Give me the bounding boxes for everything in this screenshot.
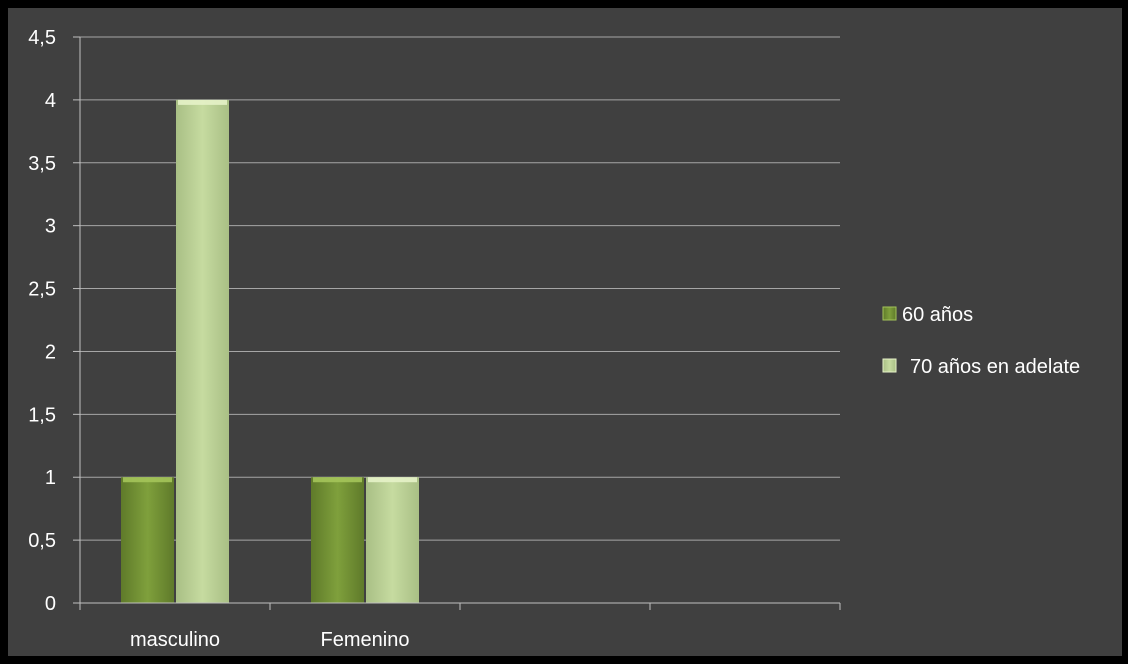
y-tick-label: 2 xyxy=(45,341,56,363)
bars xyxy=(121,99,419,603)
legend-swatch xyxy=(882,306,897,321)
y-tick-label: 3 xyxy=(45,216,56,238)
y-tick-label: 0 xyxy=(45,593,56,615)
bar xyxy=(311,477,364,603)
legend-label: 60 años xyxy=(902,304,973,326)
labels: 0 0,5 1 1,5 2 2,5 3 3,5 4 4,5 masculino Femenino xyxy=(28,27,409,651)
bar-highlight xyxy=(313,477,362,483)
plot-area xyxy=(8,8,1122,656)
legend-label: 70 años en adelate xyxy=(910,356,1080,378)
bar-highlight xyxy=(368,477,417,483)
x-category-label: Femenino xyxy=(321,629,410,651)
bar xyxy=(366,477,419,603)
bar-highlight xyxy=(123,477,172,483)
legend-swatch xyxy=(882,358,897,373)
y-tick-label: 0,5 xyxy=(28,530,56,552)
y-tick-label: 4,5 xyxy=(28,27,56,49)
bar-highlight xyxy=(178,99,227,105)
y-tick-label: 1,5 xyxy=(28,404,56,426)
bar xyxy=(176,99,229,603)
y-tick-label: 1 xyxy=(45,467,56,489)
axes xyxy=(73,36,841,610)
y-tick-label: 4 xyxy=(45,90,56,112)
x-category-label: masculino xyxy=(130,629,220,651)
y-tick-label: 2,5 xyxy=(28,279,56,301)
legend: 60 años 70 años en adelate xyxy=(882,304,1080,378)
y-tick-label: 3,5 xyxy=(28,153,56,175)
bar xyxy=(121,477,174,603)
